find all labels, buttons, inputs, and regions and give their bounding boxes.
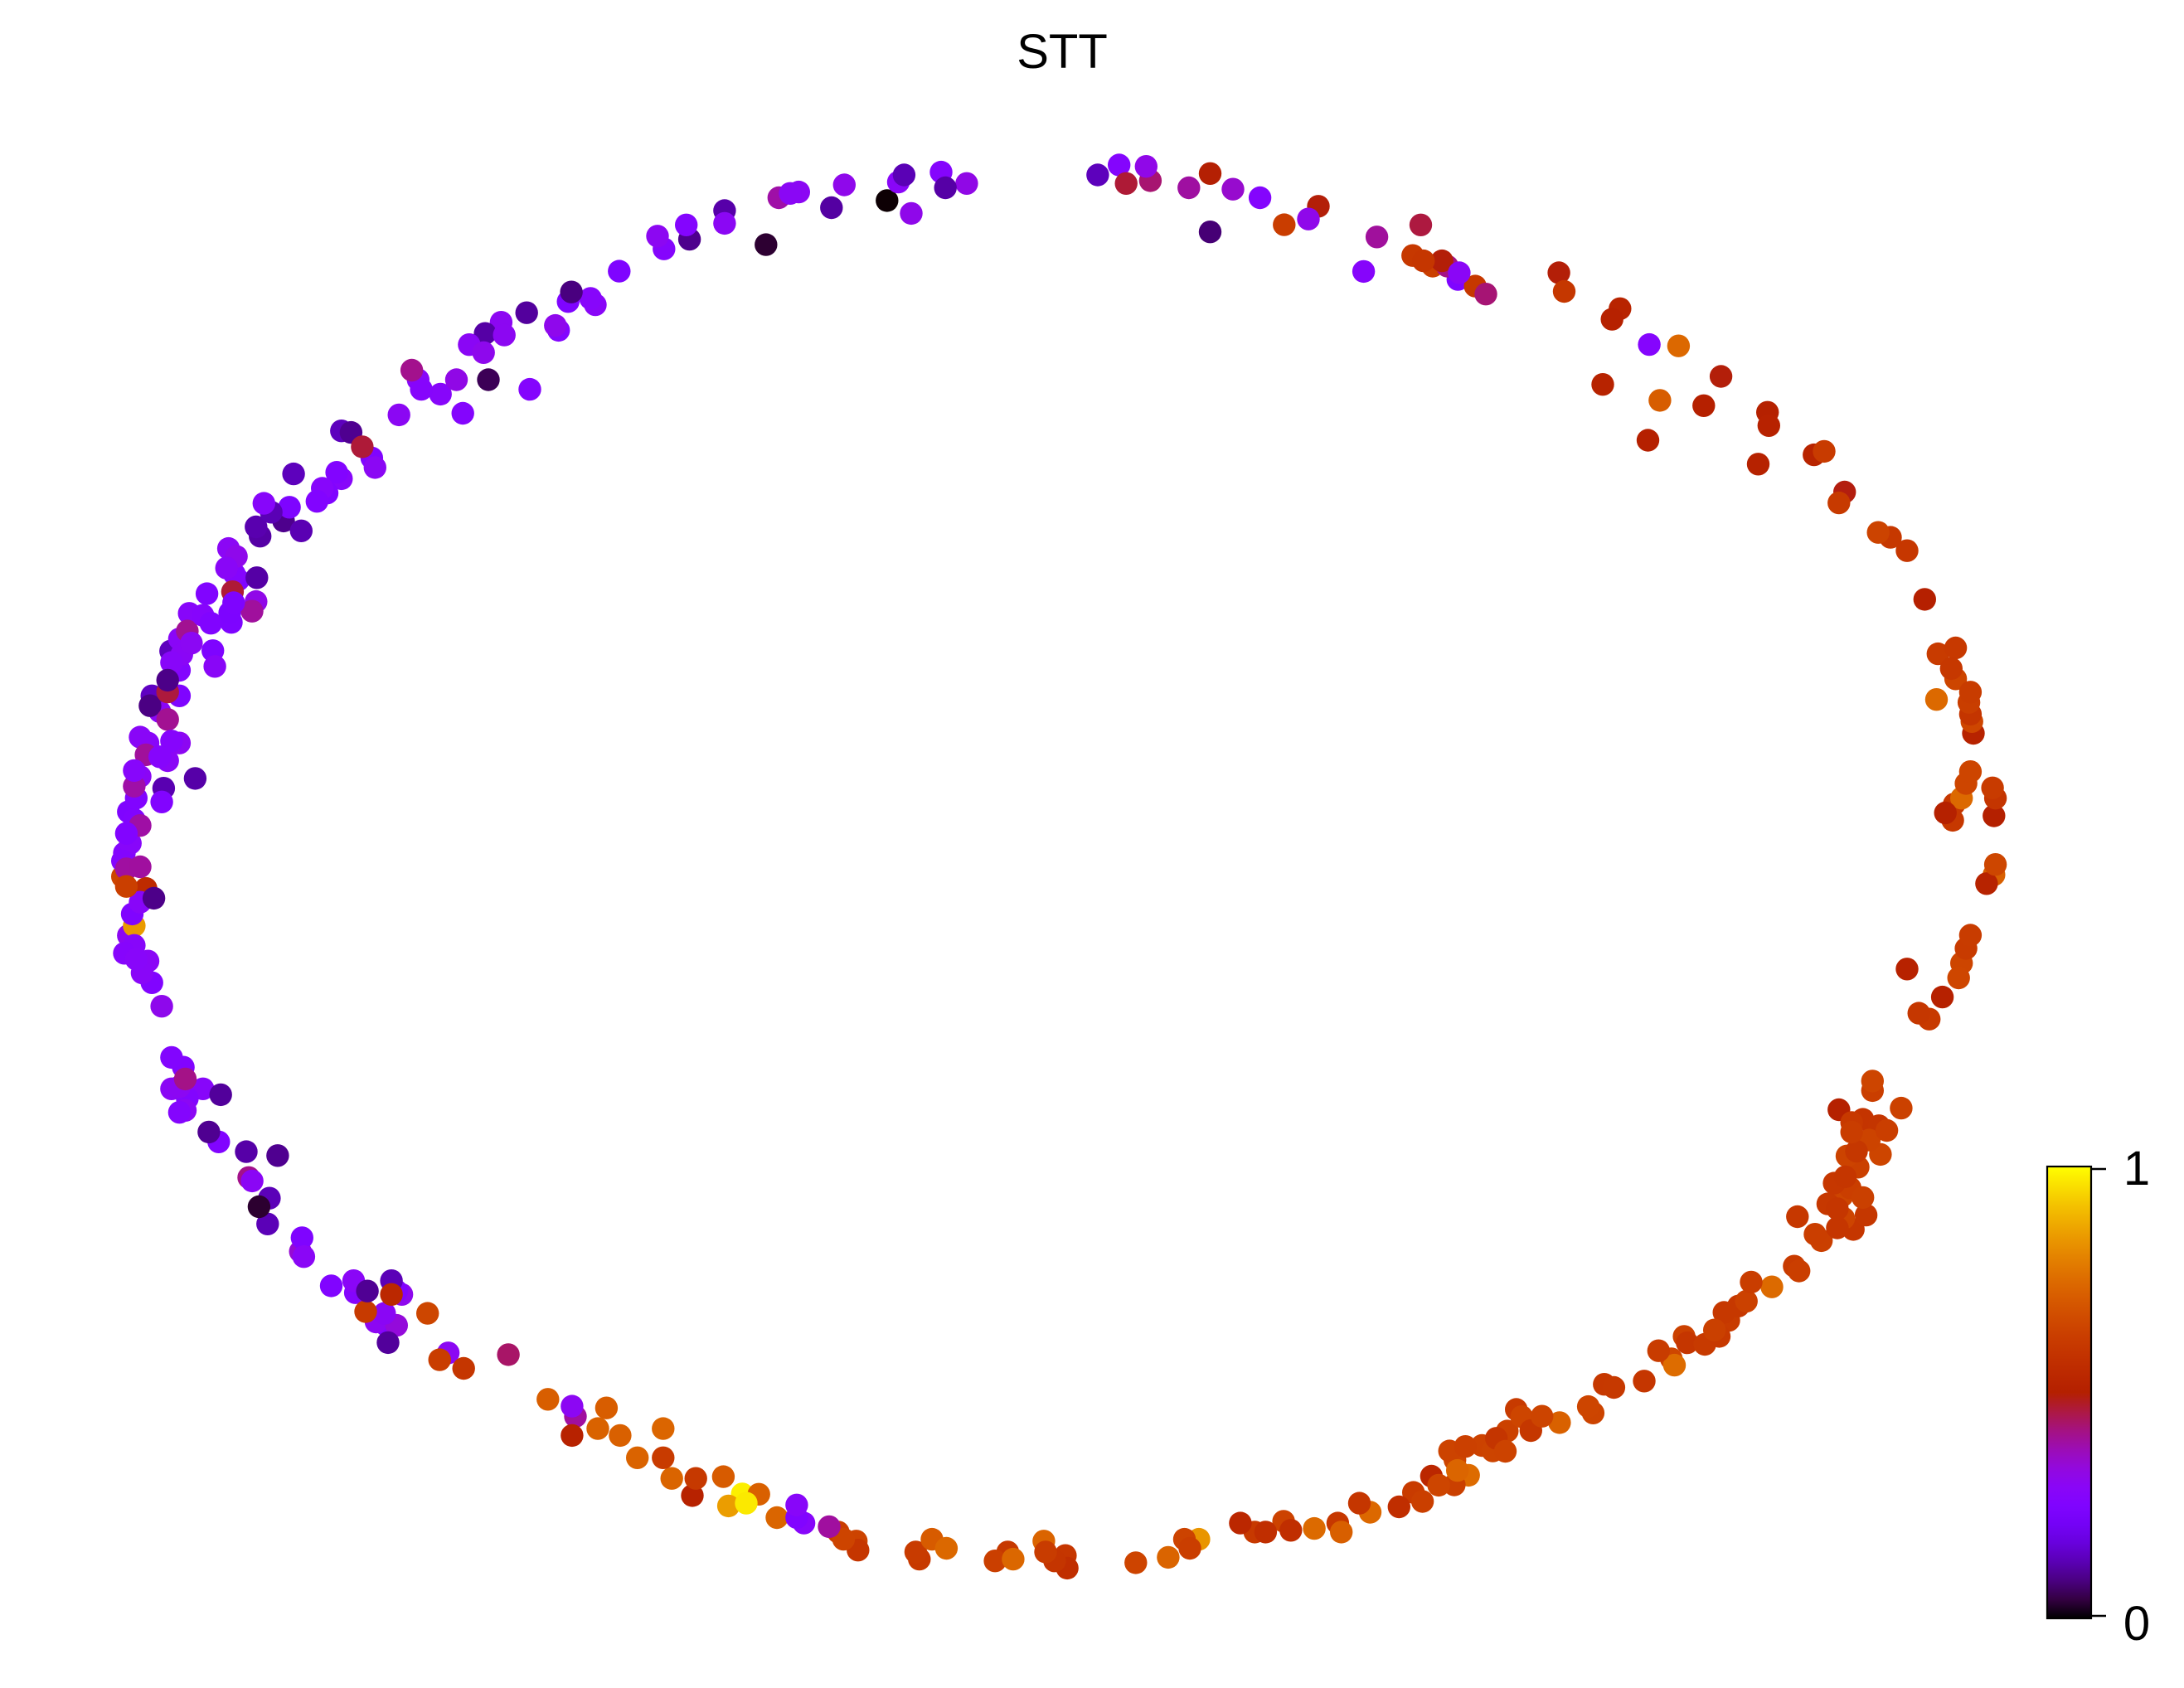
svg-text:1: 1 xyxy=(2123,1142,2150,1196)
svg-text:0: 0 xyxy=(2123,1597,2150,1651)
svg-text:STT: STT xyxy=(1017,25,1108,79)
